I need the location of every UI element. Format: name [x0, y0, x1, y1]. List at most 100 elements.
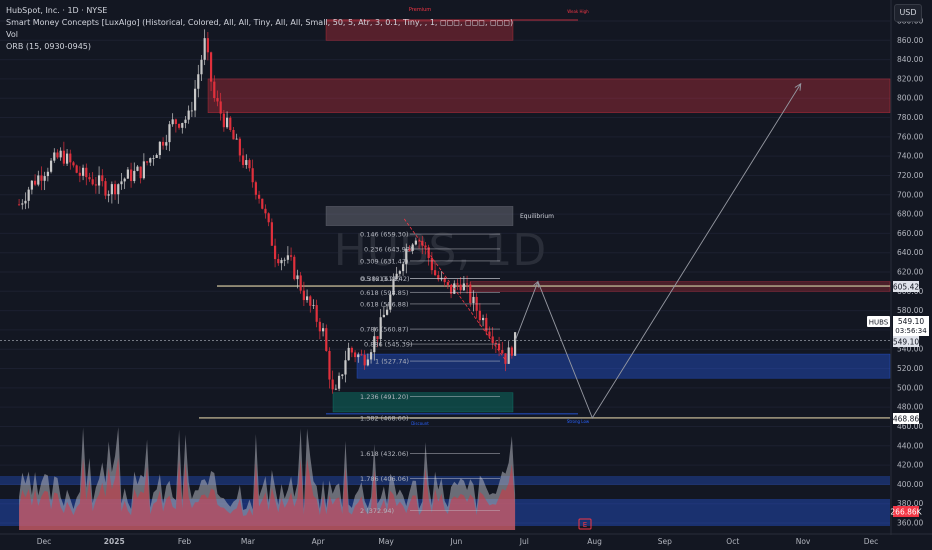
candle-body: [350, 347, 353, 353]
candle-body: [145, 161, 149, 163]
candle-body: [209, 52, 213, 82]
candle-body: [465, 283, 469, 285]
level-468-tag: 468.86: [893, 415, 919, 424]
level-605-tag-bg: [893, 281, 919, 292]
candle-body: [33, 180, 37, 185]
candle-body: [139, 166, 142, 179]
volume-pane: [19, 427, 516, 530]
candle-body: [305, 296, 309, 301]
time-tick-label: May: [378, 537, 394, 546]
earnings-marker[interactable]: E: [578, 518, 592, 530]
candle-body: [264, 208, 267, 214]
weak-high-label: Weak High: [567, 9, 589, 14]
candle-body: [328, 350, 331, 380]
candle-body: [302, 290, 305, 301]
time-tick-label: Mar: [241, 537, 256, 546]
candle-body: [414, 240, 417, 245]
candle-body: [430, 258, 433, 271]
candle-body: [113, 184, 117, 195]
candle-body: [299, 275, 302, 291]
candle-body: [53, 152, 56, 161]
candle-body: [277, 259, 280, 264]
candle-body: [203, 38, 206, 60]
candle-body: [334, 388, 337, 390]
candle-body: [245, 160, 248, 165]
price-tick-label: 660.00: [897, 229, 923, 238]
candle-body: [123, 178, 126, 182]
fib-label: 1.618 (432.06): [360, 450, 409, 458]
candle-body: [405, 248, 408, 265]
candle-body: [289, 255, 293, 257]
candle-body: [261, 198, 264, 209]
candle-body: [437, 275, 440, 280]
legend-smc-indicator[interactable]: Smart Money Concepts [LuxAlgo] (Historic…: [6, 18, 514, 27]
time-tick-label: Apr: [312, 537, 326, 546]
price-tick-label: 380.00: [897, 499, 923, 508]
candle-body: [325, 328, 328, 351]
candle-body: [43, 176, 46, 181]
candle-body: [222, 113, 225, 128]
candle-body: [481, 317, 485, 321]
price-tick-label: 480.00: [897, 403, 923, 412]
level-468-tag-bg: [893, 413, 919, 424]
candle-body: [411, 244, 414, 251]
time-axis[interactable]: Dec 2025 Feb Mar Apr May Jun Jul Aug Sep Oct Nov Dec: [0, 533, 932, 546]
candle-body: [216, 98, 219, 102]
price-tick-label: 420.00: [897, 461, 923, 470]
watermark-text: HUBS, 1D: [334, 225, 546, 276]
legend-symbol[interactable]: HubSpot, Inc. · 1D · NYSE: [6, 6, 108, 15]
candle-body: [46, 171, 49, 177]
candle-body: [149, 158, 152, 163]
price-tick-label: 780.00: [897, 113, 923, 122]
legend-volume[interactable]: Vol: [6, 30, 18, 39]
projection-mid-arrowhead: [533, 280, 540, 288]
candle-body: [376, 336, 379, 340]
volume-tag-bg: [893, 506, 919, 517]
legend-orb[interactable]: ORB (15, 0930-0945): [6, 42, 91, 51]
zone-supply: [207, 78, 891, 113]
candle-body: [187, 110, 190, 120]
price-tick-label: 800.00: [897, 94, 923, 103]
current-tag-bg: [893, 336, 919, 347]
candle-body: [94, 184, 97, 186]
candle-body: [251, 168, 254, 183]
price-axis[interactable]: 360.00 380.00 400.00 420.00 440.00 460.00 480.…: [890, 0, 923, 535]
price-tick-label: 440.00: [897, 441, 923, 450]
candle-body: [117, 184, 120, 195]
candle-body: [389, 294, 392, 310]
candle-body: [24, 200, 27, 204]
candle-body: [21, 203, 24, 205]
candle-body: [296, 275, 299, 280]
candle-body: [478, 310, 481, 321]
fib-label: 0.618 (598.85): [360, 289, 409, 297]
candle-body: [337, 375, 341, 389]
candle-body: [392, 279, 395, 295]
candle-body: [369, 352, 373, 360]
price-tick-label: 720.00: [897, 171, 923, 180]
price-tick-label: 360.00: [897, 519, 923, 528]
candle-body: [49, 160, 53, 172]
candle-body: [235, 138, 238, 140]
last-price-tag: 549.10: [898, 317, 924, 326]
candle-body: [353, 352, 357, 358]
candle-body: [293, 256, 296, 280]
candle-body: [126, 169, 129, 179]
candle-body: [398, 271, 401, 274]
time-tick-label: 2025: [104, 537, 125, 546]
fib-label: 0.382 (613.42): [361, 275, 410, 283]
fib-label: 1.236 (491.20): [360, 393, 409, 401]
candle-body: [59, 150, 62, 158]
candle-body: [318, 321, 321, 332]
candle-body: [213, 81, 216, 99]
candle-body: [101, 175, 104, 182]
candle-body: [37, 175, 40, 185]
candle-body: [270, 222, 273, 246]
candle-body: [488, 331, 491, 337]
zone-equilibrium: [325, 206, 514, 226]
candle-body: [174, 119, 177, 124]
candle-body: [273, 245, 277, 260]
currency-button[interactable]: USD: [894, 4, 922, 22]
price-tick-label: 820.00: [897, 74, 923, 83]
candle-body: [360, 354, 363, 356]
